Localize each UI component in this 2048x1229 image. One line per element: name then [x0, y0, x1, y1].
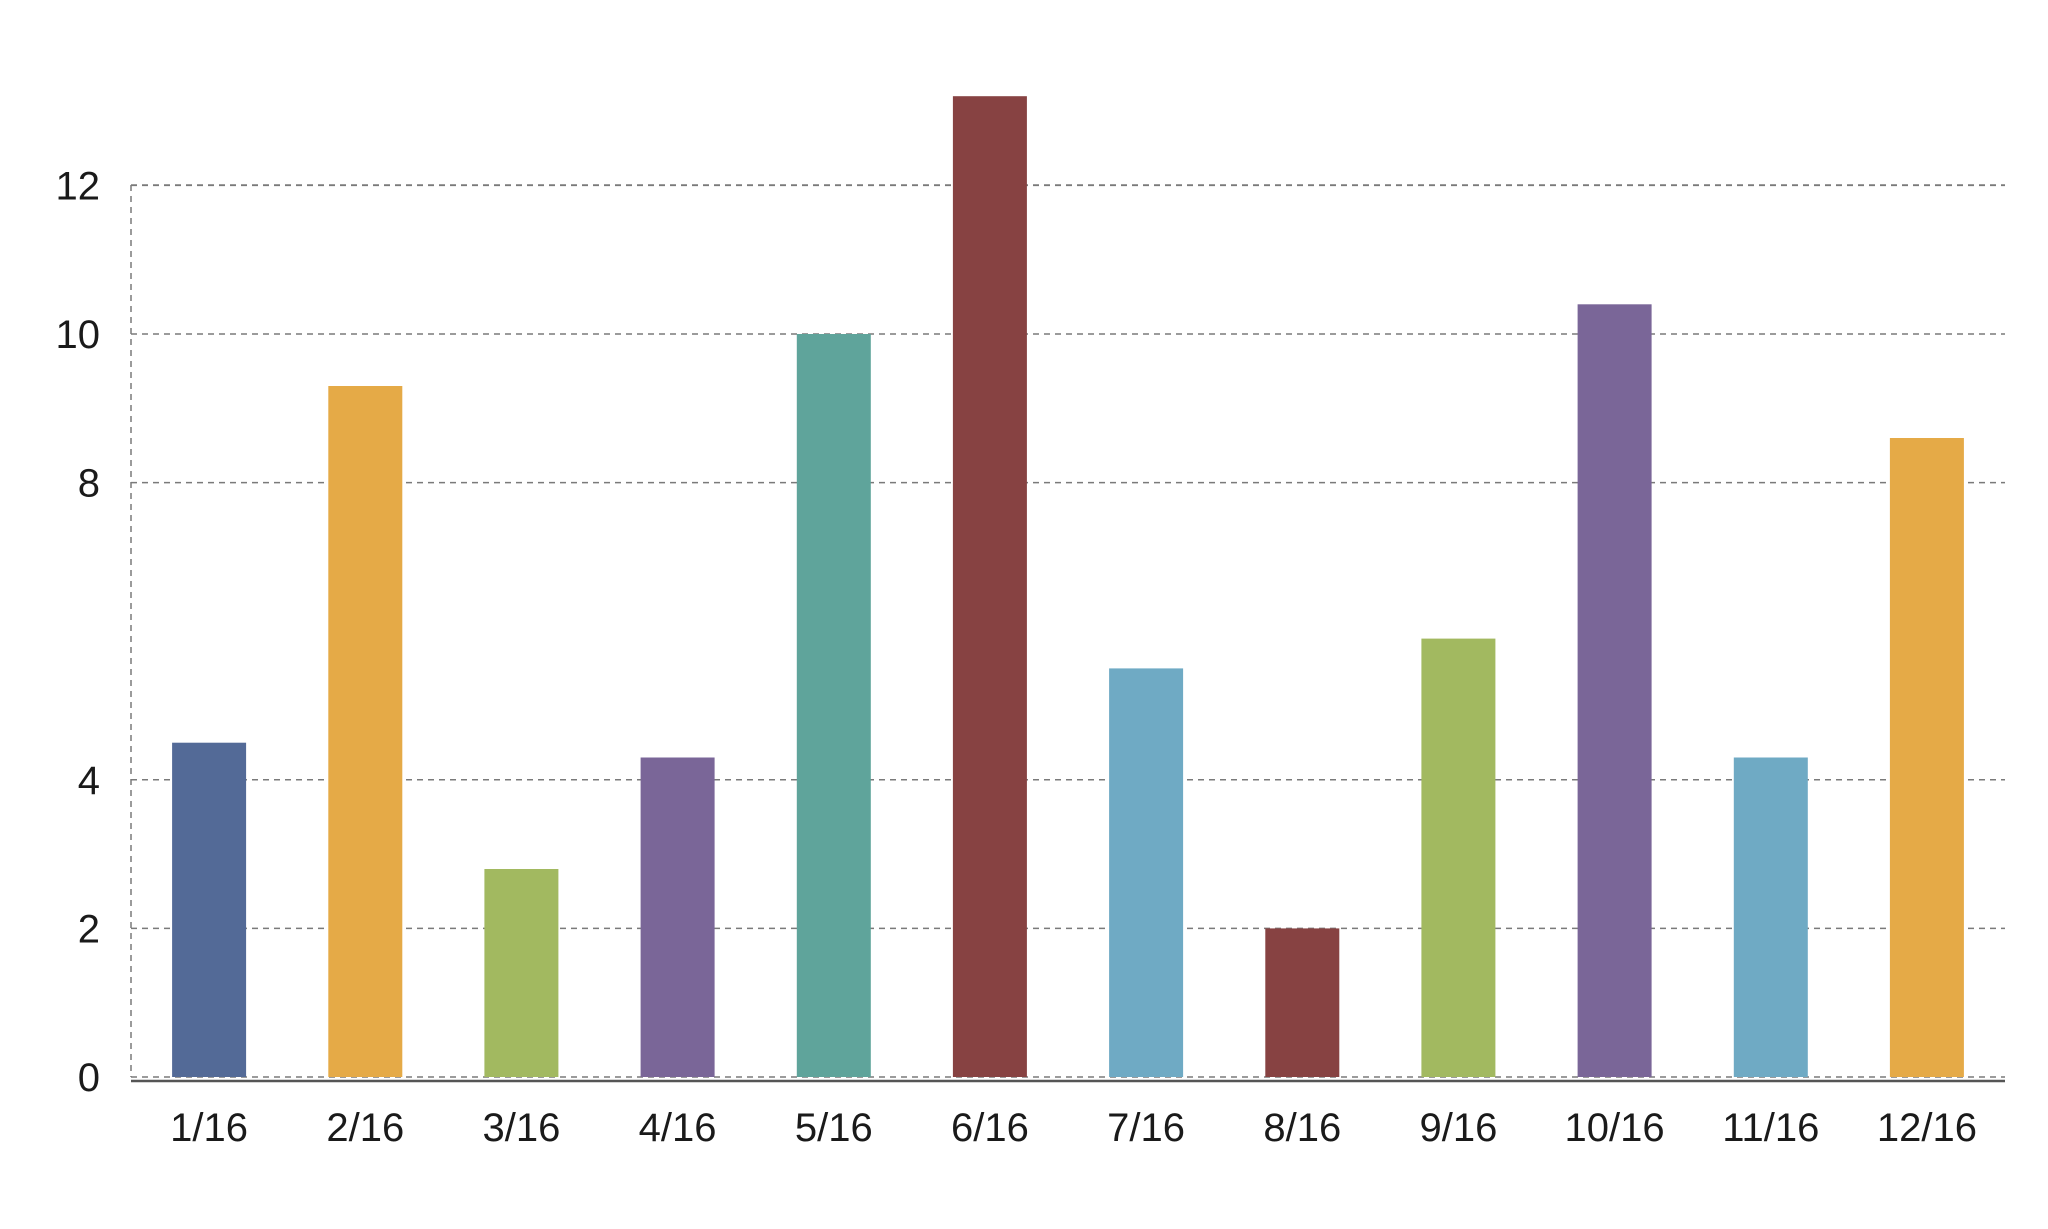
bar-11-16	[1733, 757, 1808, 1077]
bar-12-16	[1889, 438, 1964, 1077]
x-tick-label-0: 1/16	[170, 1106, 248, 1150]
x-tick-label-9: 10/16	[1565, 1106, 1665, 1150]
bar-2-16	[328, 386, 403, 1077]
x-tick-label-3: 4/16	[639, 1106, 717, 1150]
y-tick-label-3: 8	[78, 462, 100, 506]
x-tick-label-7: 8/16	[1263, 1106, 1341, 1150]
x-tick-label-11: 12/16	[1877, 1106, 1977, 1150]
bar-9-16	[1421, 638, 1496, 1077]
y-tick-label-4: 10	[56, 313, 101, 357]
y-tick-label-5: 12	[56, 164, 101, 208]
y-tick-labels: 0 2 4 8 10 12	[56, 164, 101, 1100]
y-tick-label-2: 4	[78, 759, 100, 803]
gridlines	[130, 184, 2005, 1078]
x-tick-label-4: 5/16	[795, 1106, 873, 1150]
x-tick-label-8: 9/16	[1419, 1106, 1497, 1150]
x-tick-labels: 1/16 2/16 3/16 4/16 5/16 6/16 7/16 8/16 9/16 10/1…	[170, 1106, 1977, 1150]
bar-1-16	[172, 742, 247, 1077]
x-tick-label-1: 2/16	[326, 1106, 404, 1150]
bar-8-16	[1265, 928, 1340, 1077]
bar-10-16	[1577, 304, 1652, 1077]
bars	[172, 96, 1964, 1077]
x-tick-label-10: 11/16	[1722, 1106, 1819, 1150]
bar-5-16	[796, 334, 871, 1077]
x-tick-label-2: 3/16	[482, 1106, 560, 1150]
x-tick-label-5: 6/16	[951, 1106, 1029, 1150]
x-tick-label-6: 7/16	[1107, 1106, 1185, 1150]
bar-4-16	[640, 757, 715, 1077]
bar-3-16	[484, 869, 559, 1077]
bar-7-16	[1109, 668, 1184, 1077]
bar-6-16	[952, 96, 1027, 1077]
y-tick-label-0: 0	[78, 1056, 100, 1100]
y-tick-label-1: 2	[78, 907, 100, 951]
